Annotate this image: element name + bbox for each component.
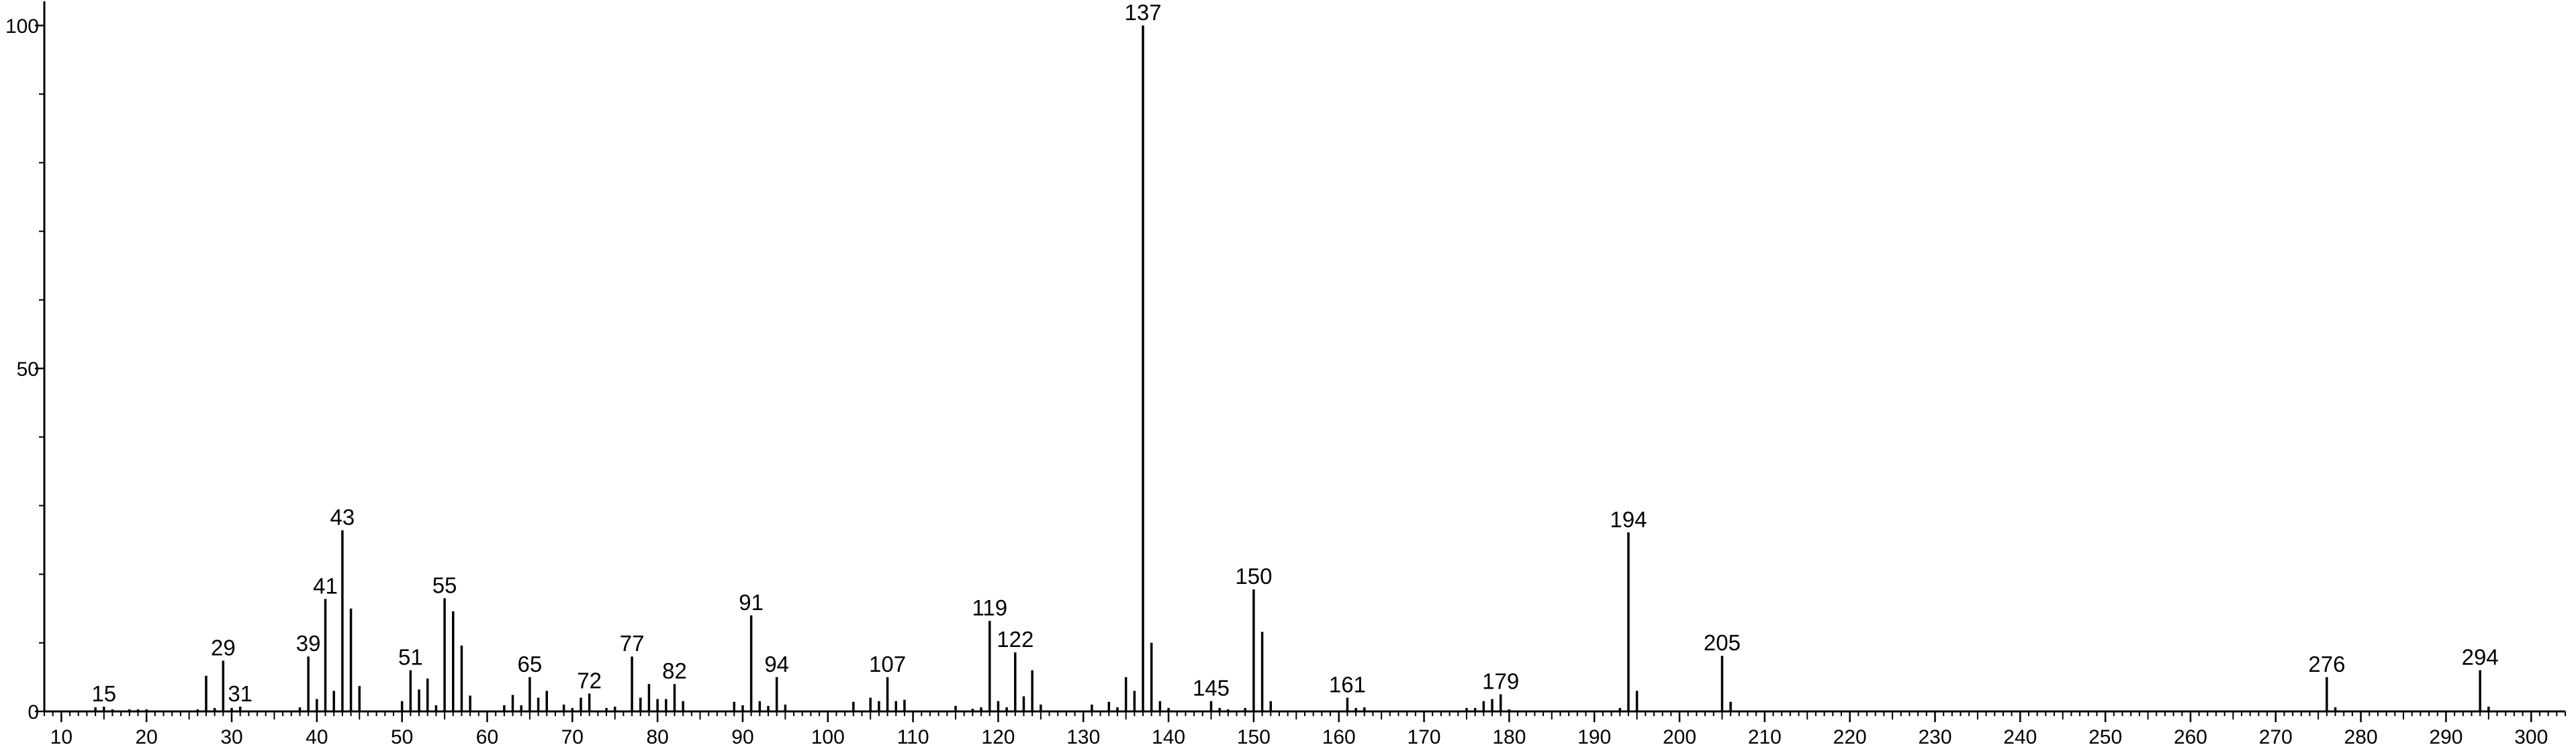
peak-label: 107 (869, 652, 906, 677)
peak-label: 65 (518, 652, 543, 677)
peak-label: 276 (2308, 652, 2345, 677)
peak-label: 15 (91, 681, 116, 706)
peak-label: 72 (577, 668, 602, 693)
x-tick-label: 110 (897, 726, 929, 748)
peak-label: 43 (330, 505, 355, 530)
x-tick-label: 140 (1152, 726, 1185, 748)
x-tick-label: 70 (561, 726, 584, 748)
x-tick-label: 230 (1918, 726, 1951, 748)
peak-label: 194 (1610, 507, 1647, 532)
x-tick-label: 160 (1322, 726, 1356, 748)
y-tick-label: 0 (28, 701, 39, 723)
peak-label: 145 (1193, 676, 1230, 701)
x-tick-label: 120 (981, 726, 1015, 748)
peak-label: 55 (432, 572, 457, 597)
peak-label: 39 (296, 631, 321, 656)
peak-label: 150 (1235, 564, 1272, 589)
x-tick-label: 240 (2003, 726, 2037, 748)
y-tick-label: 100 (5, 15, 39, 38)
x-tick-label: 190 (1577, 726, 1611, 748)
x-tick-label: 90 (731, 726, 753, 748)
x-tick-label: 30 (220, 726, 242, 748)
peak-label: 205 (1704, 630, 1741, 655)
x-tick-label: 10 (50, 726, 73, 748)
x-tick-label: 150 (1237, 726, 1271, 748)
x-tick-label: 250 (2088, 726, 2122, 748)
x-minor-ticks (44, 711, 2566, 719)
x-tick-label: 220 (1833, 726, 1867, 748)
x-tick-label: 180 (1492, 726, 1526, 748)
y-tick-label: 50 (17, 358, 39, 381)
x-tick-label: 280 (2344, 726, 2378, 748)
peak-label: 94 (764, 652, 789, 677)
peak-labels: 15 29 31 39 41 43 51 55 65 72 77 82 91 94 107 119 122 137… (91, 0, 2498, 706)
peak-label: 51 (398, 645, 423, 670)
spectrum-bars (94, 26, 2490, 711)
x-tick-label: 270 (2259, 726, 2293, 748)
x-tick-label: 260 (2174, 726, 2207, 748)
peak-label: 122 (997, 627, 1033, 652)
x-tick-label: 40 (306, 726, 328, 748)
x-tick-label: 210 (1748, 726, 1782, 748)
peak-label: 161 (1329, 672, 1366, 697)
peak-label: 294 (2462, 645, 2499, 670)
x-tick-label: 300 (2514, 726, 2548, 748)
x-tick-label: 50 (391, 726, 413, 748)
x-tick-label: 20 (136, 726, 158, 748)
x-tick-label: 200 (1663, 726, 1696, 748)
peak-label: 179 (1482, 668, 1519, 693)
peak-label: 91 (739, 590, 764, 615)
y-axis-ticks: 0 50 100 (5, 15, 44, 723)
x-tick-label: 100 (811, 726, 845, 748)
x-tick-label: 130 (1066, 726, 1100, 748)
x-axis-ticks: 10 20 30 40 50 60 70 80 90 100 110 120 130 140 150 160 1… (50, 711, 2548, 748)
peak-label: 31 (228, 681, 252, 706)
x-tick-label: 60 (476, 726, 498, 748)
x-tick-label: 170 (1408, 726, 1441, 748)
peak-label: 119 (972, 595, 1007, 620)
peak-label: 137 (1125, 0, 1162, 25)
peak-label: 77 (620, 631, 645, 656)
peak-label: 29 (211, 635, 236, 660)
x-tick-label: 290 (2429, 726, 2463, 748)
x-tick-label: 80 (646, 726, 668, 748)
peak-label: 41 (313, 573, 338, 598)
peak-label: 82 (662, 658, 687, 683)
